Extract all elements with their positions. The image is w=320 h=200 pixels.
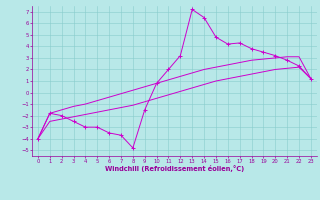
X-axis label: Windchill (Refroidissement éolien,°C): Windchill (Refroidissement éolien,°C) bbox=[105, 165, 244, 172]
